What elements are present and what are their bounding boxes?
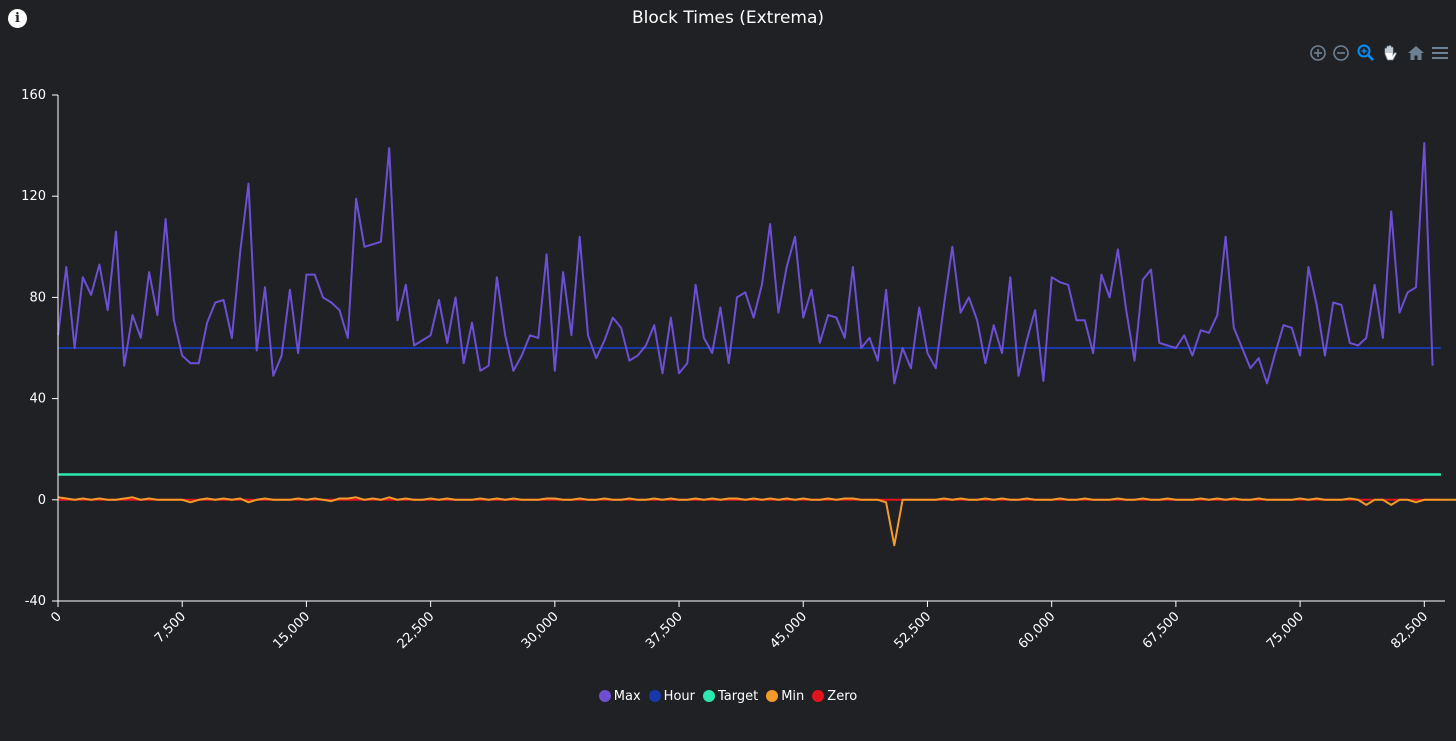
x-tick-label: 7,500 bbox=[152, 609, 189, 646]
reset-home-icon[interactable] bbox=[1406, 43, 1426, 63]
series-layer bbox=[57, 142, 1456, 547]
legend-item-hour[interactable]: Hour bbox=[648, 689, 695, 704]
legend-marker bbox=[766, 690, 779, 702]
x-tick-label: 30,000 bbox=[519, 609, 562, 652]
legend-marker bbox=[598, 690, 611, 702]
x-tick-label: 15,000 bbox=[270, 609, 313, 652]
x-tick-label: 45,000 bbox=[767, 609, 810, 652]
x-tick-label: 37,500 bbox=[643, 609, 686, 652]
legend-label: Max bbox=[613, 689, 641, 704]
zoom-out-icon[interactable] bbox=[1331, 43, 1351, 63]
legend-item-max[interactable]: Max bbox=[598, 689, 641, 704]
series-line-min[interactable] bbox=[57, 496, 1456, 547]
zoom-in-icon[interactable] bbox=[1308, 43, 1328, 63]
y-tick-label: 0 bbox=[38, 493, 46, 508]
legend-label: Zero bbox=[827, 689, 858, 704]
chart-legend: Max Hour Target Min Zero bbox=[0, 689, 1456, 704]
y-tick-label: -40 bbox=[25, 594, 46, 609]
legend-label: Hour bbox=[663, 689, 695, 704]
legend-item-min[interactable]: Min bbox=[766, 689, 804, 704]
y-tick-label: 80 bbox=[29, 290, 46, 305]
y-tick-label: 160 bbox=[21, 88, 46, 103]
selection-zoom-icon[interactable] bbox=[1356, 43, 1376, 63]
legend-marker bbox=[812, 690, 825, 702]
x-tick-label: 75,000 bbox=[1264, 609, 1307, 652]
legend-label: Min bbox=[781, 689, 805, 704]
pan-hand-icon[interactable] bbox=[1380, 43, 1400, 63]
menu-icon[interactable] bbox=[1430, 43, 1450, 63]
y-tick-label: 120 bbox=[21, 189, 46, 204]
series-line-max[interactable] bbox=[57, 142, 1434, 385]
legend-label: Target bbox=[718, 689, 759, 704]
x-tick-label: 52,500 bbox=[892, 609, 935, 652]
chart-title: Block Times (Extrema) bbox=[631, 8, 825, 28]
y-tick-label: 40 bbox=[29, 392, 46, 407]
x-tick-label: 60,000 bbox=[1016, 609, 1059, 652]
legend-item-zero[interactable]: Zero bbox=[812, 689, 857, 704]
x-tick-label: 0 bbox=[48, 609, 64, 625]
legend-marker bbox=[648, 690, 661, 702]
x-tick-label: 22,500 bbox=[395, 609, 438, 652]
legend-item-target[interactable]: Target bbox=[703, 689, 758, 704]
x-tick-label: 67,500 bbox=[1140, 609, 1183, 652]
info-icon[interactable]: i bbox=[8, 9, 27, 28]
x-tick-label: 82,500 bbox=[1388, 609, 1431, 652]
legend-marker bbox=[703, 690, 715, 702]
